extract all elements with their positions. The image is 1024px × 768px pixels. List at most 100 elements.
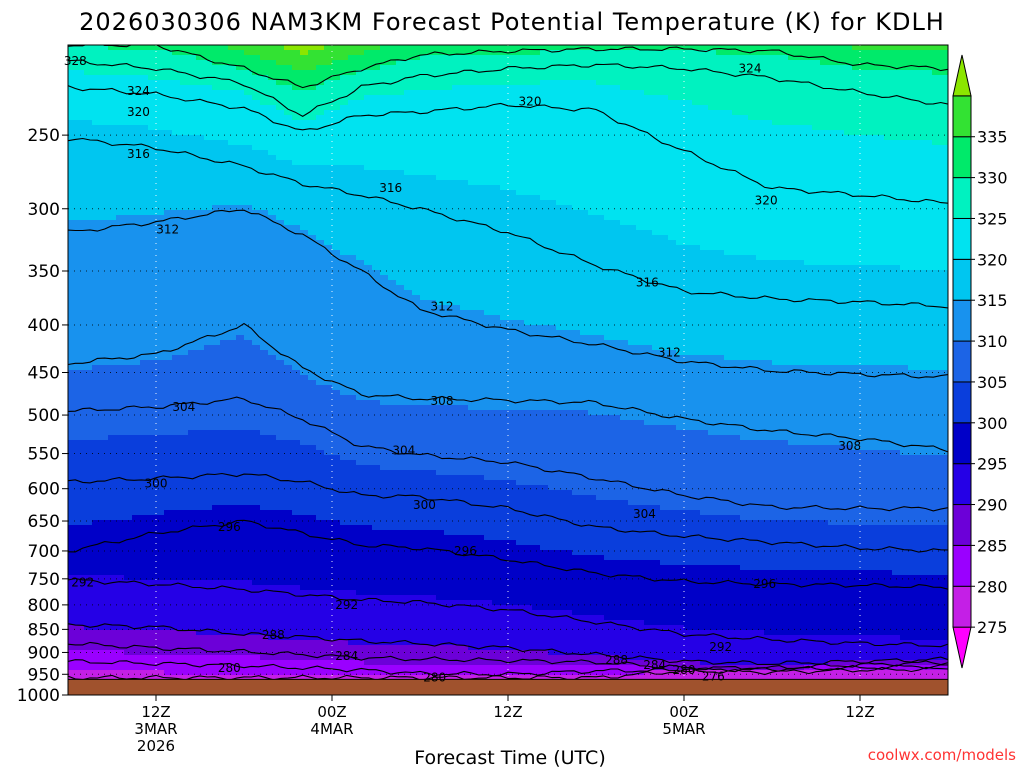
field-cell (716, 630, 725, 666)
field-cell (84, 370, 93, 441)
field-cell (644, 560, 653, 626)
contour-label-292: 292 (335, 598, 358, 612)
field-cell (684, 245, 693, 356)
field-cell (620, 225, 629, 341)
field-cell (716, 515, 725, 566)
field-cell (500, 410, 509, 481)
field-cell (860, 50, 869, 71)
field-cell (284, 50, 293, 66)
field-cell (684, 355, 693, 431)
field-cell (708, 250, 717, 356)
field-cell (860, 265, 869, 366)
field-cell (220, 90, 229, 141)
field-cell (668, 100, 677, 241)
field-cell (380, 45, 389, 66)
field-cell (804, 570, 813, 636)
field-cell (244, 635, 253, 656)
field-cell (292, 370, 301, 441)
colorbar-bin (952, 585, 972, 628)
field-cell (220, 580, 229, 636)
field-cell (644, 95, 653, 231)
field-cell (284, 660, 293, 676)
field-cell (532, 195, 541, 326)
field-cell (260, 150, 269, 211)
field-cell (716, 665, 725, 671)
field-cell (596, 85, 605, 216)
field-cell (916, 70, 925, 141)
field-cell (364, 170, 373, 266)
field-cell (524, 45, 533, 56)
field-cell (228, 635, 237, 656)
field-cell (636, 90, 645, 231)
field-cell (692, 355, 701, 431)
field-cell (740, 255, 749, 361)
field-cell (740, 45, 749, 56)
field-cell (660, 565, 669, 626)
colorbar-bin (952, 422, 972, 465)
field-cell (668, 625, 677, 661)
field-cell (396, 405, 405, 471)
field-cell (652, 505, 661, 561)
field-cell (924, 370, 933, 456)
field-cell (276, 110, 285, 161)
field-cell (788, 635, 797, 666)
field-cell (892, 265, 901, 366)
field-cell (180, 510, 189, 581)
field-cell (428, 300, 437, 406)
field-cell (732, 255, 741, 361)
field-cell (620, 500, 629, 561)
field-cell (364, 70, 373, 96)
field-cell (276, 220, 285, 361)
field-cell (572, 80, 581, 211)
field-cell (212, 430, 221, 506)
field-cell (524, 665, 533, 676)
field-cell (340, 640, 349, 661)
field-cell (404, 175, 413, 291)
field-cell (732, 665, 741, 671)
field-cell (372, 465, 381, 531)
field-cell (412, 595, 421, 646)
field-cell (588, 45, 597, 51)
field-cell (428, 45, 437, 56)
field-cell (588, 215, 597, 336)
field-cell (332, 660, 341, 676)
field-cell (884, 265, 893, 366)
x-tick-label: 2026 (137, 737, 175, 755)
contour-labels: 328 324 320 316 312 304 300 296 292 288 280 292 284 2… (64, 54, 861, 685)
field-cell (780, 125, 789, 261)
field-cell (220, 205, 229, 341)
field-cell (852, 570, 861, 636)
field-cell (908, 70, 917, 141)
field-cell (804, 635, 813, 666)
field-cell (852, 45, 861, 51)
field-cell (348, 100, 357, 166)
field-cell (924, 70, 933, 141)
field-cell (444, 90, 453, 181)
field-cell (268, 435, 277, 511)
field-cell (348, 255, 357, 396)
field-cell (92, 220, 101, 366)
field-cell (708, 110, 717, 251)
field-cell (324, 520, 333, 591)
field-cell (508, 665, 517, 676)
field-cell (836, 130, 845, 266)
field-cell (524, 545, 533, 606)
field-cell (428, 645, 437, 666)
field-cell (444, 600, 453, 646)
field-cell (476, 85, 485, 186)
field-cell (748, 55, 757, 121)
field-cell (812, 445, 821, 521)
field-cell (340, 660, 349, 676)
field-cell (260, 435, 269, 511)
field-cell (868, 135, 877, 266)
field-cell (332, 60, 341, 81)
x-tick-label: 00Z (669, 703, 698, 721)
field-cell (188, 350, 197, 431)
field-cell (308, 120, 317, 166)
field-cell (612, 45, 621, 51)
field-cell (540, 200, 549, 326)
field-cell (516, 410, 525, 486)
field-cell (140, 125, 149, 216)
field-cell (556, 80, 565, 206)
field-cell (116, 75, 125, 126)
